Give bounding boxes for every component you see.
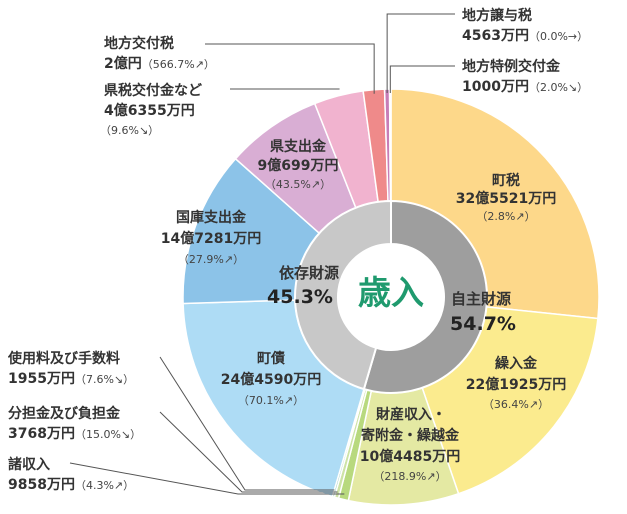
- slice-label-kofuzei-name: 地方交付税: [104, 35, 174, 52]
- slice-label-zaisan-amount: 10億4485万円: [360, 448, 460, 465]
- slice-label-kurikomi-change: （36.4%↗）: [483, 398, 549, 411]
- slice-label-ken-amount: 9億699万円: [258, 157, 339, 174]
- slice-label-kenzei-change: （9.6%↘）: [100, 124, 159, 137]
- slice-label-buntan-change: （15.0%↘）: [75, 428, 141, 441]
- slice-label-shiyo-name: 使用料及び手数料: [7, 350, 120, 367]
- slice-label-ken-name: 県支出金: [270, 138, 327, 155]
- leader-tokurei: [389, 65, 455, 94]
- slice-label-tokurei-name: 地方特例交付金: [462, 58, 561, 75]
- slice-label-kofuzei-change: （566.7%↗）: [142, 58, 215, 71]
- center-label: 歳入: [358, 273, 424, 312]
- slice-label-shoshu-name: 諸収入: [8, 456, 50, 473]
- slice-label-shiyo-amount-line: 1955万円（7.6%↘）: [8, 371, 134, 387]
- slice-label-kurikomi-name: 繰入金: [495, 355, 538, 372]
- slice-label-zaisan-name-1: 財産収入・: [375, 406, 446, 423]
- slice-label-tokurei-amount: 1000万円: [462, 79, 529, 95]
- inner-ring: [294, 199, 488, 394]
- group-label-dep: 依存財源: [279, 264, 339, 282]
- slice-label-joyo-amount: 4563万円: [462, 28, 529, 44]
- slice-label-shoshu-amount: 9858万円: [8, 477, 75, 493]
- leader-lines: [69, 13, 455, 495]
- slice-label-chozei-change: （2.8%↗）: [476, 210, 535, 223]
- center-hole: [338, 244, 444, 350]
- slice-label-ken-change: （43.5%↗）: [265, 178, 331, 191]
- leader-joyo: [386, 13, 455, 94]
- slice-label-buntan-amount-line: 3768万円（15.0%↘）: [8, 426, 141, 442]
- slice-label-zaisan-change: （218.9%↗）: [373, 470, 446, 483]
- slice-label-chosai-amount: 24億4590万円: [221, 371, 321, 388]
- slice-label-kofuzei-amount: 2億円: [104, 55, 142, 72]
- slice-label-shoshu-amount-line: 9858万円（4.3%↗）: [8, 477, 134, 493]
- slice-label-chozei-amount: 32億5521万円: [456, 190, 556, 207]
- slice-label-joyo-change: （0.0%→）: [529, 30, 588, 43]
- slice-label-tokurei-change: （2.0%↘）: [529, 81, 588, 94]
- group-label-own: 自主財源: [451, 290, 511, 308]
- slice-label-chosai-change: （70.1%↗）: [238, 394, 304, 407]
- slice-label-chosai-name: 町債: [257, 350, 285, 367]
- slice-label-chozei-name: 町税: [492, 172, 520, 189]
- slice-label-buntan-amount: 3768万円: [8, 426, 75, 442]
- group-percent-dep: 45.3%: [267, 286, 333, 308]
- slice-label-kenzei-amount: 4億6355万円: [104, 102, 195, 119]
- slice-label-buntan-name: 分担金及び負担金: [8, 405, 121, 422]
- slice-label-zaisan-name-2: 寄附金・繰越金: [361, 427, 460, 444]
- leader-shoshu: [69, 462, 345, 495]
- slice-label-shiyo-change: （7.6%↘）: [75, 373, 134, 386]
- slice-label-tokurei-amount-line: 1000万円（2.0%↘）: [462, 79, 588, 95]
- slice-tokurei: [388, 88, 392, 202]
- slice-label-joyo-name: 地方譲与税: [462, 7, 532, 24]
- leader-shiyo: [159, 356, 335, 491]
- leader-kofuzei: [205, 43, 375, 94]
- slice-label-kurikomi-amount: 22億1925万円: [466, 376, 566, 393]
- slice-label-kokko-name: 国庫支出金: [176, 209, 247, 226]
- slice-label-shoshu-change: （4.3%↗）: [75, 479, 134, 492]
- slice-label-kofuzei-amount-line: 2億円（566.7%↗）: [104, 55, 215, 72]
- outer-ring: [182, 88, 600, 506]
- slice-label-shiyo-amount: 1955万円: [8, 371, 75, 387]
- slice-label-joyo-amount-line: 4563万円（0.0%→）: [462, 28, 588, 44]
- slice-label-kenzei-name: 県税交付金など: [104, 82, 202, 99]
- leader-buntan: [159, 411, 338, 493]
- slice-label-kokko-amount: 14億7281万円: [161, 230, 261, 247]
- slice-label-kokko-change: （27.9%↗）: [178, 253, 244, 266]
- group-percent-own: 54.7%: [450, 313, 516, 335]
